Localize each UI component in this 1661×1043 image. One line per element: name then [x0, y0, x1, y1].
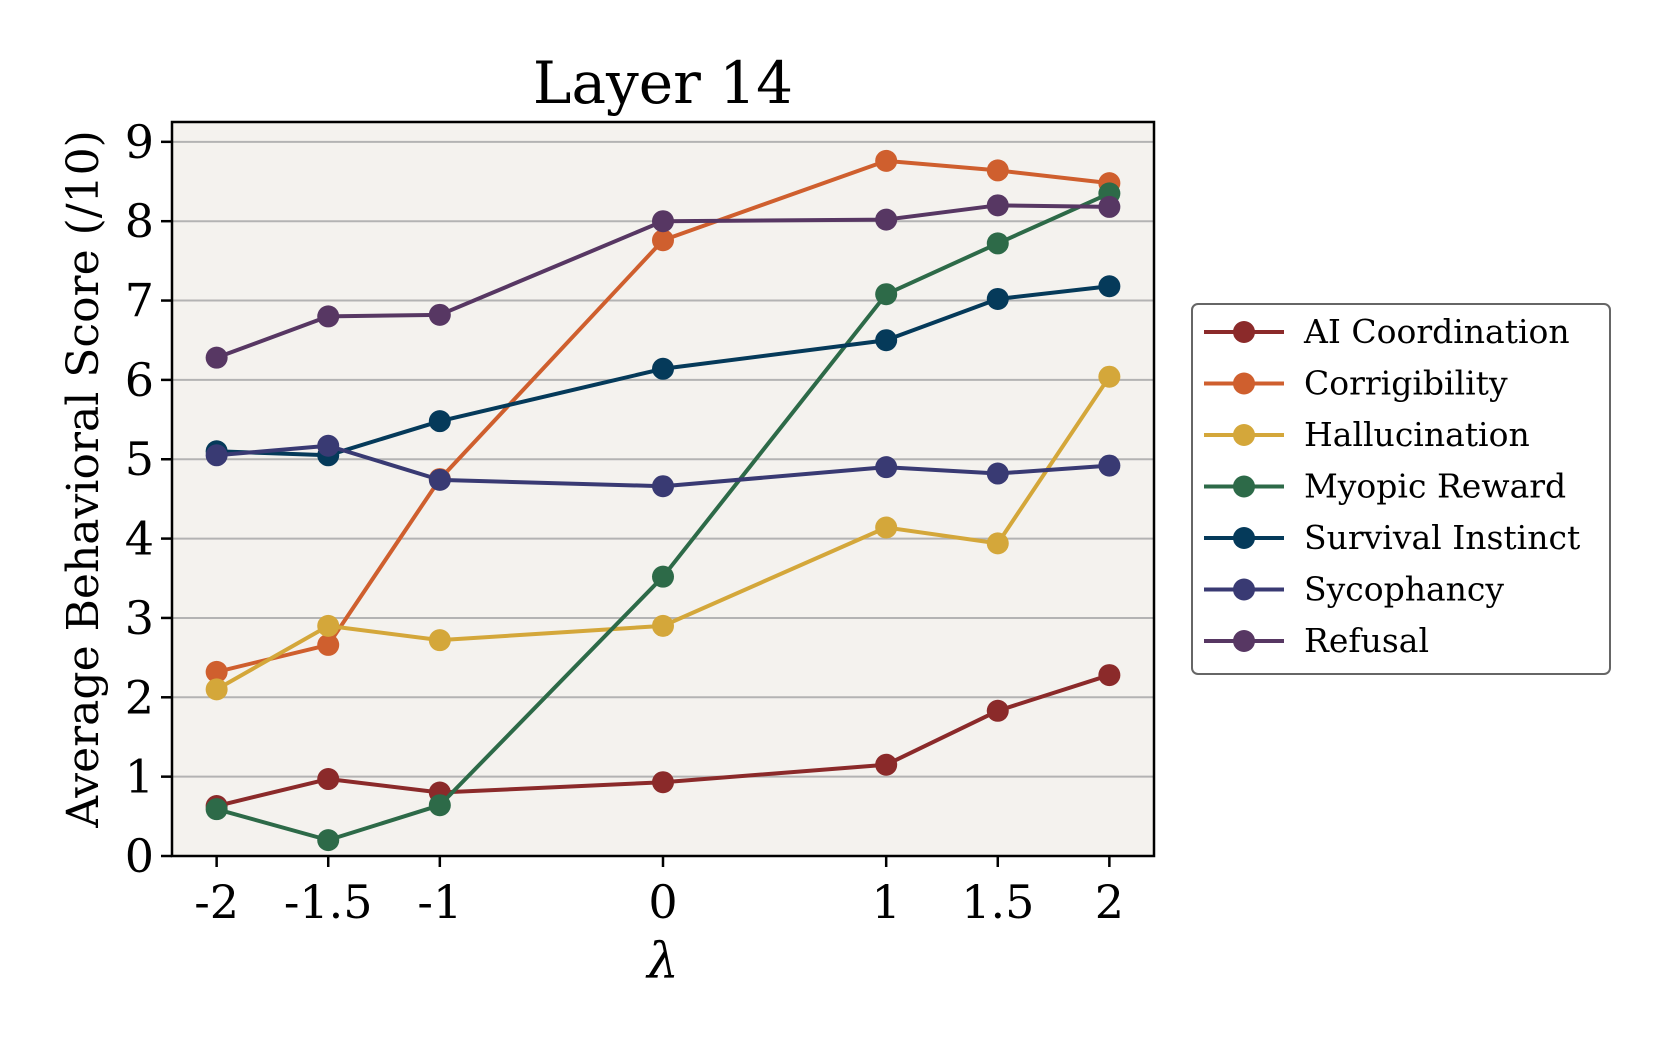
series-hallucination — [205, 365, 1121, 701]
data-point — [652, 357, 674, 380]
data-point — [205, 798, 228, 821]
y-tick-label: 7 — [125, 274, 154, 328]
data-point — [986, 287, 1009, 310]
data-point — [875, 208, 898, 231]
series-refusal — [205, 194, 1121, 369]
data-point — [875, 329, 898, 352]
series-myopic-reward — [205, 182, 1121, 852]
data-point — [652, 565, 674, 588]
data-point — [986, 462, 1009, 485]
data-point — [317, 829, 340, 852]
y-tick-label: 4 — [125, 512, 154, 566]
legend-item: Survival Instinct — [1204, 518, 1580, 557]
data-point — [652, 229, 674, 252]
y-tick-label: 0 — [125, 829, 154, 883]
data-point — [1098, 275, 1121, 298]
data-point — [1098, 195, 1121, 218]
legend-item: AI Coordination — [1204, 312, 1570, 351]
legend-label: AI Coordination — [1303, 312, 1570, 351]
data-point — [875, 283, 898, 306]
data-point — [205, 346, 228, 369]
y-tick-label: 3 — [125, 591, 154, 645]
data-point — [428, 410, 451, 433]
data-point — [875, 516, 898, 539]
data-point — [317, 633, 340, 656]
data-point — [205, 444, 228, 467]
legend-item: Refusal — [1204, 621, 1429, 660]
data-point — [205, 660, 228, 683]
data-point — [986, 532, 1009, 555]
data-point — [317, 305, 340, 328]
data-point — [875, 753, 898, 776]
data-point — [428, 303, 451, 326]
data-point — [875, 149, 898, 172]
data-point — [652, 614, 674, 637]
x-tick-label: 1 — [872, 875, 901, 929]
data-point — [652, 210, 674, 233]
legend-marker — [1233, 475, 1255, 498]
legend-item: Sycophancy — [1204, 570, 1504, 609]
legend-label: Survival Instinct — [1304, 518, 1580, 557]
legend-label: Sycophancy — [1304, 570, 1504, 609]
legend-marker — [1233, 630, 1255, 652]
data-point — [428, 629, 451, 652]
legend-label: Corrigibility — [1304, 364, 1508, 403]
legend-frame — [1191, 303, 1611, 675]
data-point — [1098, 454, 1121, 477]
data-point — [317, 768, 340, 791]
data-point — [317, 614, 340, 637]
x-tick-label: -1.5 — [284, 875, 373, 929]
legend-marker — [1233, 372, 1255, 395]
legend-label: Hallucination — [1304, 415, 1530, 454]
x-tick-label: 0 — [648, 875, 677, 929]
y-tick-label: 8 — [125, 194, 154, 248]
legend-marker — [1233, 527, 1255, 549]
axes: 0 1 2 3 4 5 6 7 8 9 -2 -1.5 -1 0 1 1.5 2 — [125, 115, 1124, 929]
data-point — [1098, 365, 1121, 388]
data-point — [205, 678, 228, 701]
y-tick-label: 9 — [125, 115, 154, 169]
y-axis-label: Average Behavioral Score (/10) — [58, 130, 109, 829]
data-point — [652, 475, 674, 498]
legend-item: Corrigibility — [1204, 364, 1508, 403]
x-axis-label: λ — [645, 932, 679, 990]
x-tick-label: -2 — [194, 875, 239, 929]
y-tick-label: 2 — [125, 670, 154, 724]
y-tick-label: 5 — [125, 432, 154, 486]
legend-item: Myopic Reward — [1204, 467, 1566, 506]
series-group — [205, 149, 1121, 852]
legend-marker — [1233, 321, 1255, 343]
y-tick-label: 1 — [125, 750, 154, 804]
legend-marker — [1233, 578, 1255, 601]
data-point — [986, 699, 1009, 722]
data-point — [986, 194, 1009, 217]
x-tick-label: 2 — [1095, 875, 1124, 929]
data-point — [986, 159, 1009, 182]
y-tick-label: 6 — [125, 353, 154, 407]
series-sycophancy — [205, 434, 1121, 498]
x-tick-label: -1 — [417, 875, 462, 929]
legend-item: Hallucination — [1204, 415, 1530, 454]
legend-label: Refusal — [1304, 621, 1429, 660]
data-point — [986, 232, 1009, 255]
data-point — [428, 468, 451, 491]
legend-label: Myopic Reward — [1304, 467, 1566, 506]
data-point — [1098, 664, 1121, 687]
data-point — [428, 794, 451, 817]
x-tick-label: 1.5 — [961, 875, 1034, 929]
chart-title: Layer 14 — [533, 49, 793, 117]
legend: AI Coordination Corrigibility Hallucinatio… — [1191, 303, 1611, 675]
data-point — [875, 456, 898, 479]
legend-marker — [1233, 424, 1255, 446]
data-point — [652, 771, 674, 794]
data-point — [317, 434, 340, 457]
